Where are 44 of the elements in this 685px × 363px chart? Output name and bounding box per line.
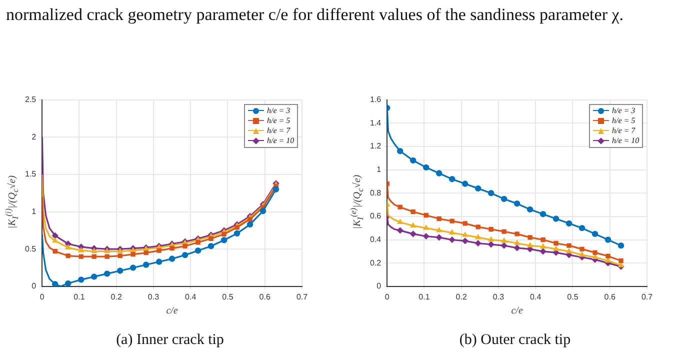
- x-tick-label: 0: [384, 292, 390, 302]
- x-tick-label: 0.2: [456, 292, 468, 302]
- x-tick-label: 0.1: [74, 292, 86, 302]
- x-tick-label: 0: [40, 292, 45, 302]
- y-tick-label: 0.5: [24, 244, 37, 254]
- legend-label: h/e = 3: [267, 106, 290, 116]
- x-tick-label: 0.1: [418, 292, 430, 302]
- x-tick-label: 0.5: [222, 292, 234, 302]
- legend-label: h/e = 5: [612, 116, 636, 126]
- x-tick-label: 0.7: [296, 292, 308, 302]
- y-tick-label: 1.4: [370, 118, 382, 128]
- y-tick-label: 1.5: [24, 170, 37, 179]
- y-tick-label: 1.6: [370, 95, 382, 104]
- y-tick-label: 0: [32, 282, 37, 291]
- y-tick-label: 2.5: [24, 95, 37, 104]
- x-tick-label: 0.6: [604, 292, 616, 302]
- y-tick-label: 0: [376, 282, 382, 291]
- y-tick-label: 1.2: [370, 142, 382, 151]
- y-tick-label: 2: [32, 132, 37, 142]
- x-axis-title: c/e: [166, 306, 178, 317]
- text: (b) Outer crack tip: [458, 332, 572, 349]
- x-tick-label: 0.3: [492, 292, 505, 302]
- y-tick-label: 0.2: [370, 258, 382, 268]
- x-tick-label: 0.7: [641, 292, 654, 302]
- y-tick-label: 0.8: [370, 188, 382, 198]
- y-tick-label: 0.6: [370, 212, 382, 221]
- x-tick-label: 0.4: [530, 292, 542, 302]
- legend-label: h/e = 10: [267, 136, 294, 146]
- legend-label: h/e = 10: [612, 136, 640, 146]
- x-tick-label: 0.6: [259, 292, 271, 302]
- x-tick-label: 0.5: [567, 292, 579, 302]
- text: (a) Inner crack tip: [115, 332, 225, 349]
- y-tick-label: 0.4: [370, 234, 382, 244]
- y-tick-label: 1: [32, 206, 37, 216]
- text: normalized crack geometry parameter c/e for different values of the sandiness parameter χ.: [6, 4, 625, 26]
- x-axis-title: c/e: [511, 306, 524, 317]
- x-tick-label: 0.4: [185, 292, 197, 302]
- legend-label: h/e = 5: [267, 116, 290, 126]
- legend-label: h/e = 7: [267, 126, 290, 136]
- legend-label: h/e = 7: [612, 126, 636, 136]
- legend-label: h/e = 3: [612, 106, 636, 116]
- x-tick-label: 0.2: [110, 292, 122, 302]
- x-tick-label: 0.3: [148, 292, 160, 302]
- y-tick-label: 1: [376, 164, 382, 174]
